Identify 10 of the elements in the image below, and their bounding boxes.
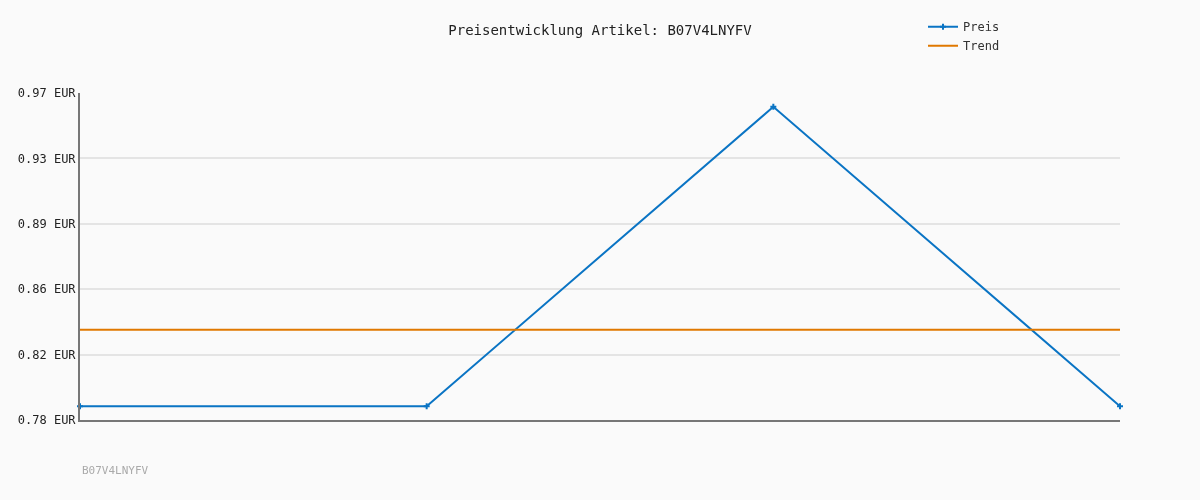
y-tick-label: 0.97 EUR [17,86,77,101]
y-tick-label: 0.93 EUR [17,151,77,166]
y-tick-label: 0.86 EUR [17,282,77,297]
y-tick-label: 0.89 EUR [17,217,77,231]
chart-title: Preisentwicklung Artikel: B07V4LNYFV [448,21,753,38]
legend-label: Preis [963,20,1000,35]
y-tick-label: 0.82 EUR [17,347,77,362]
y-tick-label: 0.78 EUR [17,413,77,428]
legend-label: Trend [963,39,1000,54]
text: B07V4LNYFV [82,464,149,477]
